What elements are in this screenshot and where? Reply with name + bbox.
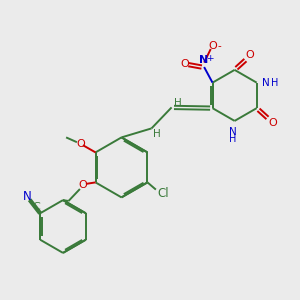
Text: O: O xyxy=(268,118,277,128)
Text: C: C xyxy=(33,202,41,212)
Text: Cl: Cl xyxy=(158,187,170,200)
Text: O: O xyxy=(79,180,87,190)
Text: H: H xyxy=(271,78,278,88)
Text: H: H xyxy=(174,98,182,108)
Text: +: + xyxy=(206,54,213,63)
Text: O: O xyxy=(209,41,218,51)
Text: N: N xyxy=(262,78,270,88)
Text: -: - xyxy=(218,41,222,51)
Text: N: N xyxy=(229,127,237,137)
Text: O: O xyxy=(76,139,85,149)
Text: N: N xyxy=(23,190,32,203)
Text: H: H xyxy=(153,129,161,140)
Text: N: N xyxy=(200,55,209,64)
Text: O: O xyxy=(181,59,189,69)
Text: H: H xyxy=(230,134,237,144)
Text: O: O xyxy=(246,50,255,61)
